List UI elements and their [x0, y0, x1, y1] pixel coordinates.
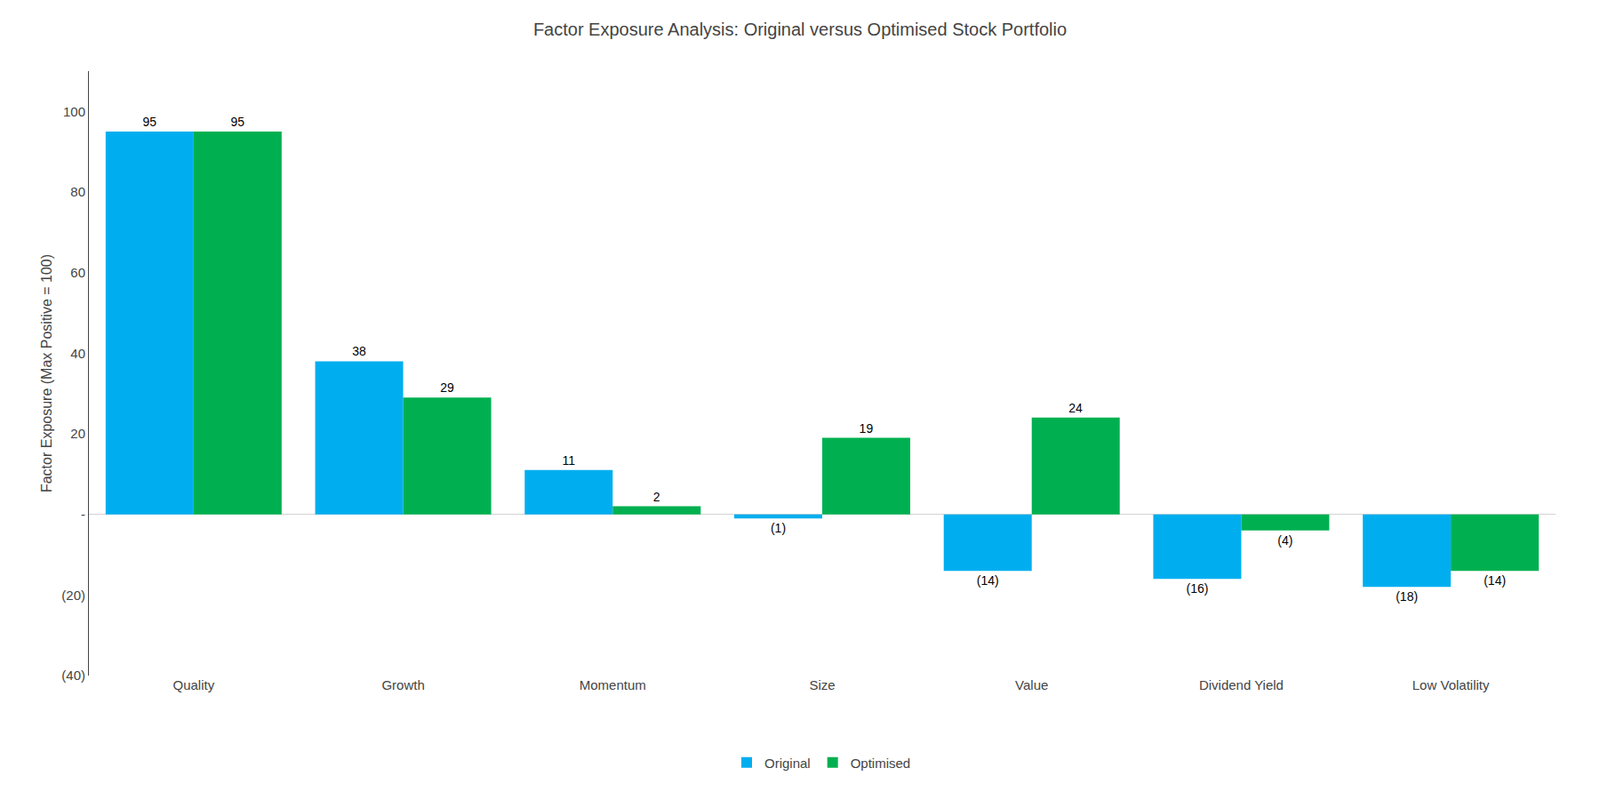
svg-text:20: 20 [70, 425, 86, 441]
svg-text:(14): (14) [1483, 573, 1506, 588]
svg-text:38: 38 [352, 344, 367, 359]
svg-text:24: 24 [1068, 400, 1083, 416]
svg-text:(16): (16) [1185, 581, 1208, 596]
svg-text:100: 100 [63, 104, 86, 120]
svg-text:29: 29 [440, 380, 455, 395]
svg-text:Dividend Yield: Dividend Yield [1199, 677, 1284, 693]
svg-text:40: 40 [70, 345, 86, 361]
svg-text:(4): (4) [1277, 533, 1293, 548]
svg-text:19: 19 [859, 421, 874, 436]
svg-text:(1): (1) [770, 520, 786, 536]
svg-text:2: 2 [653, 489, 661, 504]
svg-text:(40): (40) [61, 667, 86, 683]
svg-text:Growth: Growth [381, 677, 424, 693]
svg-text:Low Volatility: Low Volatility [1412, 677, 1490, 693]
svg-text:(20): (20) [61, 587, 86, 603]
svg-text:Value: Value [1015, 677, 1048, 693]
svg-text:Size: Size [808, 677, 835, 693]
svg-text:60: 60 [70, 264, 86, 280]
svg-text:-: - [80, 506, 86, 522]
svg-text:Quality: Quality [173, 677, 216, 693]
svg-text:Factor Exposure Analysis: Orig: Factor Exposure Analysis: Original versu… [533, 19, 1067, 40]
svg-text:(14): (14) [976, 573, 1000, 588]
svg-text:(18): (18) [1395, 589, 1418, 604]
svg-text:95: 95 [230, 114, 245, 129]
svg-text:95: 95 [142, 114, 157, 129]
svg-text:Factor Exposure (Max Positive: Factor Exposure (Max Positive = 100) [39, 254, 55, 493]
svg-text:80: 80 [70, 184, 86, 200]
svg-text:11: 11 [561, 453, 576, 468]
svg-text:Original: Original [764, 755, 811, 771]
svg-text:Momentum: Momentum [579, 677, 647, 693]
svg-text:Optimised: Optimised [850, 755, 912, 771]
